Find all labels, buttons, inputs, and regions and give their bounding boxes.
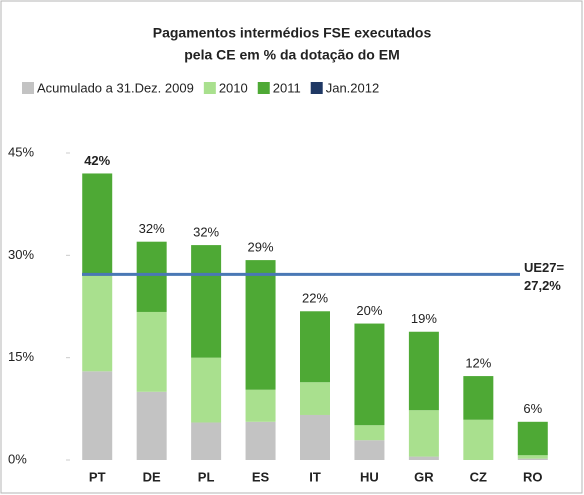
chart-title: Pagamentos intermédios FSE executados (153, 25, 432, 41)
bar-segment (136, 391, 167, 460)
bar-segment (463, 376, 494, 420)
legend-swatch (22, 82, 34, 94)
total-label: 32% (139, 221, 165, 236)
bar-segment (354, 425, 385, 441)
bar-segment (191, 422, 222, 460)
legend-label: 2011 (273, 80, 301, 95)
y-tick-label: 45% (8, 144, 34, 159)
total-label: 20% (356, 303, 382, 318)
bar-segment (191, 245, 222, 358)
y-tick-label: 0% (8, 451, 27, 466)
legend-swatch (203, 82, 216, 94)
legend-label: 2010 (219, 80, 248, 95)
total-label: 22% (302, 291, 328, 306)
bar-segment (191, 357, 222, 423)
x-tick-label: ES (252, 469, 270, 484)
bar-segment (408, 331, 439, 411)
bar-segment (136, 241, 167, 312)
x-tick-label: IT (309, 469, 321, 484)
total-label: 42% (84, 153, 110, 168)
bar-segment (82, 173, 113, 276)
legend-swatch (257, 82, 270, 94)
x-tick-label: RO (523, 469, 543, 484)
total-label: 29% (248, 240, 274, 255)
bar-segment (517, 421, 548, 456)
bar-segment (463, 419, 494, 460)
x-tick-label: PT (89, 469, 106, 484)
bar-segment (245, 421, 276, 460)
bar-segment (300, 311, 330, 383)
bar-segment (517, 458, 548, 460)
reference-label: 27,2% (524, 278, 561, 293)
legend-label: Acumulado a 31.Dez. 2009 (37, 80, 194, 95)
total-label: 32% (193, 225, 219, 240)
x-tick-label: GR (414, 469, 434, 484)
reference-label: UE27= (524, 260, 565, 275)
bar-segment (354, 440, 385, 460)
bar-segment (82, 275, 113, 372)
legend-swatch (310, 82, 323, 94)
x-tick-label: DE (143, 469, 161, 484)
bar-segment (300, 414, 330, 460)
y-tick-label: 15% (8, 349, 34, 364)
x-tick-label: HU (360, 469, 379, 484)
x-tick-label: PL (198, 469, 215, 484)
bar-segment (300, 382, 330, 415)
bar-segment (517, 455, 548, 459)
total-label: 12% (465, 356, 491, 371)
chart-title: pela CE em % da dotação do EM (184, 47, 400, 63)
bar-segment (245, 260, 276, 390)
bar-segment (82, 371, 113, 460)
y-tick-label: 30% (8, 247, 34, 262)
total-label: 19% (411, 311, 437, 326)
bar-segment (245, 389, 276, 422)
bar-segment (354, 323, 385, 426)
bar-segment (136, 311, 167, 392)
x-tick-label: CZ (470, 469, 487, 484)
total-label: 6% (523, 401, 542, 416)
legend-label: Jan.2012 (326, 80, 380, 95)
bar-segment (408, 410, 439, 457)
bar-segment (408, 456, 439, 460)
